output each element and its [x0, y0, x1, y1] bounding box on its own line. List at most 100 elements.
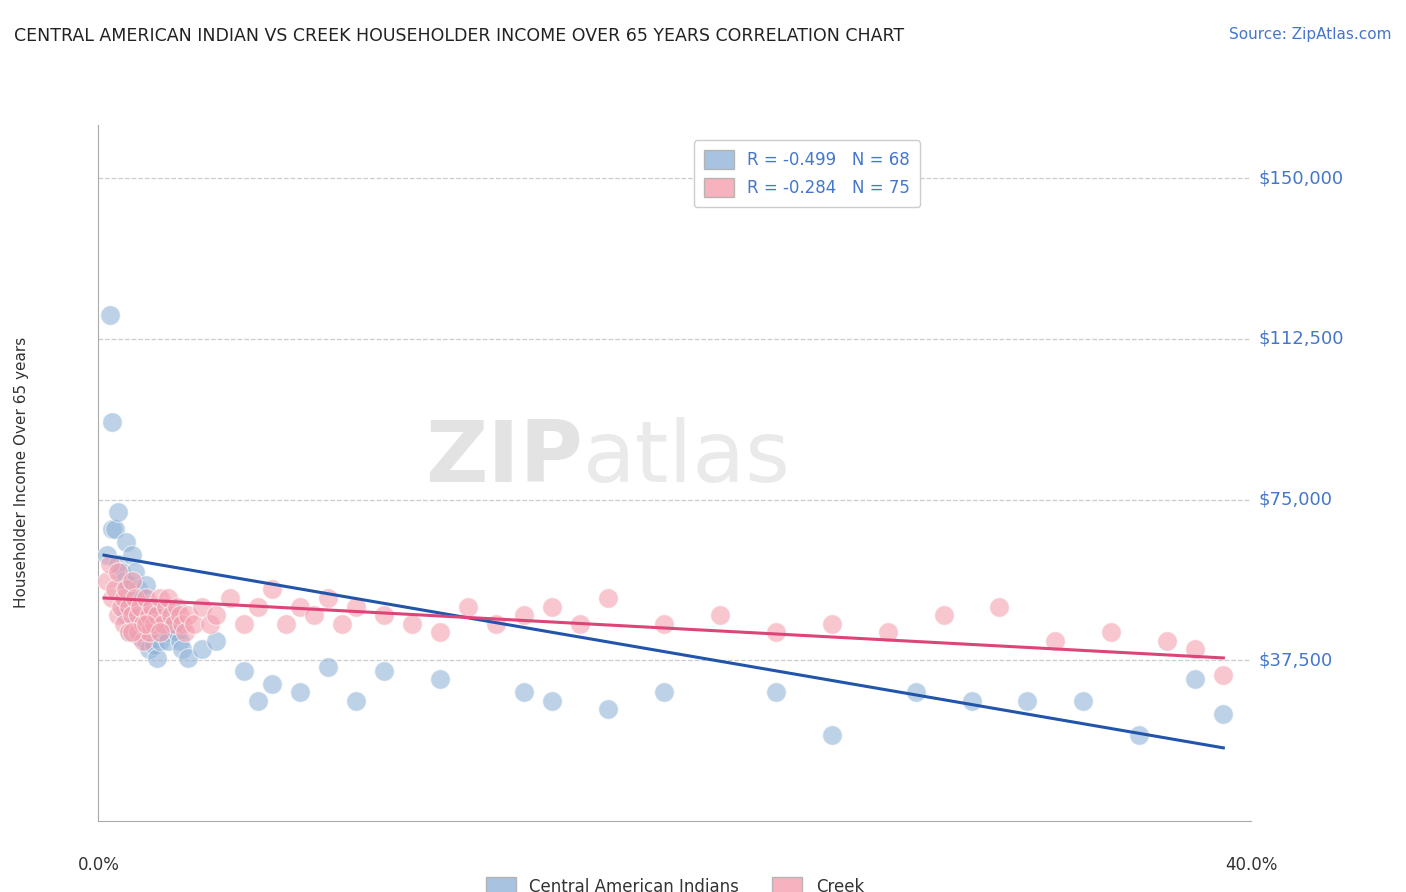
Point [121, 608, 143, 623]
Point [157, 591, 180, 605]
Text: $112,500: $112,500 [1258, 330, 1344, 348]
Point [373, 608, 395, 623]
Point [121, 625, 143, 640]
Point [988, 599, 1011, 614]
Point [960, 694, 983, 708]
Point [172, 642, 194, 657]
Point [260, 676, 283, 690]
Point [652, 616, 675, 631]
Text: Source: ZipAtlas.com: Source: ZipAtlas.com [1229, 27, 1392, 42]
Point [112, 591, 135, 605]
Point [101, 591, 124, 605]
Legend: Central American Indians, Creek: Central American Indians, Creek [479, 871, 870, 892]
Point [135, 633, 157, 648]
Point [127, 608, 149, 623]
Text: CENTRAL AMERICAN INDIAN VS CREEK HOUSEHOLDER INCOME OVER 65 YEARS CORRELATION CH: CENTRAL AMERICAN INDIAN VS CREEK HOUSEHO… [14, 27, 904, 45]
Point [104, 582, 127, 597]
Point [191, 642, 214, 657]
Point [107, 557, 129, 571]
Point [169, 633, 191, 648]
Point [174, 625, 197, 640]
Point [288, 599, 311, 614]
Point [765, 685, 787, 699]
Point [344, 694, 367, 708]
Point [121, 591, 143, 605]
Point [98, 557, 121, 571]
Point [107, 566, 129, 580]
Point [540, 694, 562, 708]
Point [183, 616, 205, 631]
Point [132, 616, 155, 631]
Point [143, 616, 166, 631]
Point [107, 608, 129, 623]
Point [1212, 668, 1234, 682]
Point [172, 616, 194, 631]
Point [141, 608, 163, 623]
Point [157, 633, 180, 648]
Point [118, 625, 141, 640]
Point [1017, 694, 1039, 708]
Point [260, 582, 283, 597]
Point [191, 599, 214, 614]
Point [135, 591, 157, 605]
Point [344, 599, 367, 614]
Text: $75,000: $75,000 [1258, 491, 1333, 508]
Point [177, 608, 200, 623]
Point [138, 625, 160, 640]
Point [904, 685, 927, 699]
Point [820, 616, 842, 631]
Point [163, 616, 186, 631]
Point [143, 616, 166, 631]
Point [110, 566, 132, 580]
Point [135, 578, 157, 592]
Point [127, 625, 149, 640]
Point [160, 599, 183, 614]
Point [132, 633, 155, 648]
Point [820, 728, 842, 742]
Point [596, 591, 619, 605]
Point [127, 625, 149, 640]
Point [163, 616, 186, 631]
Point [652, 685, 675, 699]
Point [513, 685, 536, 699]
Point [160, 608, 183, 623]
Point [118, 625, 141, 640]
Point [205, 608, 228, 623]
Point [129, 608, 152, 623]
Text: atlas: atlas [582, 417, 790, 500]
Point [166, 625, 188, 640]
Point [274, 616, 297, 631]
Point [316, 591, 339, 605]
Point [429, 625, 451, 640]
Point [118, 578, 141, 592]
Point [104, 523, 127, 537]
Point [124, 612, 146, 626]
Point [115, 582, 138, 597]
Point [1099, 625, 1122, 640]
Point [146, 651, 169, 665]
Point [124, 591, 146, 605]
Point [96, 574, 118, 588]
Text: $37,500: $37,500 [1258, 651, 1333, 669]
Point [121, 574, 143, 588]
Point [177, 651, 200, 665]
Point [124, 566, 146, 580]
Point [219, 591, 242, 605]
Point [138, 599, 160, 614]
Point [540, 599, 562, 614]
Point [132, 616, 155, 631]
Point [132, 591, 155, 605]
Point [107, 505, 129, 519]
Point [568, 616, 591, 631]
Text: 40.0%: 40.0% [1225, 856, 1278, 874]
Text: ZIP: ZIP [425, 417, 582, 500]
Point [121, 548, 143, 562]
Point [596, 702, 619, 716]
Point [98, 309, 121, 323]
Point [169, 608, 191, 623]
Point [709, 608, 731, 623]
Point [246, 599, 269, 614]
Point [101, 523, 124, 537]
Point [146, 625, 169, 640]
Point [401, 616, 423, 631]
